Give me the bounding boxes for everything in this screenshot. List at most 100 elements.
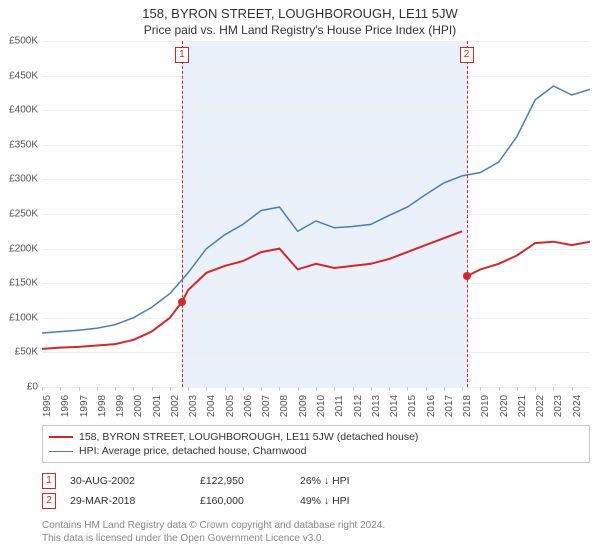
series-lines: [42, 41, 590, 387]
bottom-section: 158, BYRON STREET, LOUGHBOROUGH, LE11 5J…: [42, 425, 590, 545]
y-tick-label: £100K: [0, 312, 38, 323]
legend-item: HPI: Average price, detached house, Char…: [49, 444, 583, 458]
x-tick: [225, 387, 226, 391]
y-tick-label: £150K: [0, 278, 38, 289]
sales-price: £122,950: [200, 475, 300, 487]
y-tick-label: £500K: [0, 36, 38, 47]
x-tick: [133, 387, 134, 391]
marker-point: [463, 272, 471, 280]
y-tick-label: £200K: [0, 243, 38, 254]
x-tick-label: 2003: [188, 395, 199, 417]
sales-marker: 1: [42, 473, 56, 489]
x-tick: [353, 387, 354, 391]
x-tick-label: 2019: [480, 395, 491, 417]
legend-label: HPI: Average price, detached house, Char…: [79, 445, 306, 457]
x-tick-label: 2008: [279, 395, 290, 417]
x-tick: [42, 387, 43, 391]
x-tick: [206, 387, 207, 391]
x-tick-label: 2018: [462, 395, 473, 417]
x-tick-label: 2016: [426, 395, 437, 417]
x-tick-label: 2023: [553, 395, 564, 417]
y-tick-label: £0: [0, 382, 38, 393]
x-tick-label: 2007: [261, 395, 272, 417]
attribution: Contains HM Land Registry data © Crown c…: [42, 519, 590, 545]
legend: 158, BYRON STREET, LOUGHBOROUGH, LE11 5J…: [42, 425, 590, 463]
x-tick-label: 1998: [97, 395, 108, 417]
x-tick: [188, 387, 189, 391]
x-tick: [426, 387, 427, 391]
x-tick: [553, 387, 554, 391]
sales-marker: 2: [42, 493, 56, 509]
attribution-line: Contains HM Land Registry data © Crown c…: [42, 519, 590, 532]
x-tick: [462, 387, 463, 391]
x-tick-label: 2001: [152, 395, 163, 417]
y-tick-label: £450K: [0, 70, 38, 81]
marker-box: 2: [460, 47, 474, 63]
x-tick: [517, 387, 518, 391]
x-tick: [371, 387, 372, 391]
series-line: [42, 86, 590, 333]
x-tick-label: 2020: [499, 395, 510, 417]
x-tick: [170, 387, 171, 391]
sales-row: 1 30-AUG-2002£122,95026% ↓ HPI: [42, 471, 590, 491]
x-tick: [407, 387, 408, 391]
sales-table: 1 30-AUG-2002£122,95026% ↓ HPI 2 29-MAR-201…: [42, 471, 590, 511]
x-tick: [334, 387, 335, 391]
x-tick-label: 2012: [353, 395, 364, 417]
x-tick: [298, 387, 299, 391]
x-tick-label: 2000: [133, 395, 144, 417]
marker-point: [178, 298, 186, 306]
sales-delta: 26% ↓ HPI: [300, 475, 420, 487]
sales-date: 30-AUG-2002: [70, 475, 200, 487]
chart-subtitle: Price paid vs. HM Land Registry's House …: [0, 21, 600, 41]
x-tick: [572, 387, 573, 391]
x-tick-label: 1996: [60, 395, 71, 417]
x-tick: [480, 387, 481, 391]
chart-title: 158, BYRON STREET, LOUGHBOROUGH, LE11 5J…: [0, 0, 600, 21]
chart-area: £0£50K£100K£150K£200K£250K£300K£350K£400…: [42, 41, 590, 387]
sales-date: 29-MAR-2018: [70, 495, 200, 507]
sales-delta: 49% ↓ HPI: [300, 495, 420, 507]
x-tick-label: 2011: [334, 395, 345, 417]
x-tick: [243, 387, 244, 391]
x-tick: [261, 387, 262, 391]
sales-row: 2 29-MAR-2018£160,00049% ↓ HPI: [42, 491, 590, 511]
y-tick-label: £50K: [0, 347, 38, 358]
chart-container: 158, BYRON STREET, LOUGHBOROUGH, LE11 5J…: [0, 0, 600, 560]
x-tick: [97, 387, 98, 391]
y-tick-label: £400K: [0, 105, 38, 116]
legend-label: 158, BYRON STREET, LOUGHBOROUGH, LE11 5J…: [79, 431, 418, 443]
x-tick: [316, 387, 317, 391]
x-tick: [279, 387, 280, 391]
x-tick-label: 2024: [572, 395, 583, 417]
x-tick-label: 2004: [206, 395, 217, 417]
x-tick-label: 1995: [42, 395, 53, 417]
legend-item: 158, BYRON STREET, LOUGHBOROUGH, LE11 5J…: [49, 430, 583, 444]
x-tick-label: 2006: [243, 395, 254, 417]
series-line: [42, 231, 590, 349]
attribution-line: This data is licensed under the Open Gov…: [42, 532, 590, 545]
marker-box: 1: [175, 47, 189, 63]
y-tick-label: £300K: [0, 174, 38, 185]
x-tick-label: 2010: [316, 395, 327, 417]
x-tick-label: 1999: [115, 395, 126, 417]
x-tick-label: 2017: [444, 395, 455, 417]
x-tick-label: 2022: [535, 395, 546, 417]
x-tick-label: 2014: [389, 395, 400, 417]
x-tick-label: 2021: [517, 395, 528, 417]
x-tick: [79, 387, 80, 391]
x-tick-label: 2005: [225, 395, 236, 417]
legend-swatch: [49, 451, 73, 452]
sales-price: £160,000: [200, 495, 300, 507]
plot-region: £0£50K£100K£150K£200K£250K£300K£350K£400…: [42, 41, 590, 388]
x-tick: [389, 387, 390, 391]
x-tick-label: 2015: [407, 395, 418, 417]
x-tick: [152, 387, 153, 391]
x-tick: [499, 387, 500, 391]
x-tick: [535, 387, 536, 391]
legend-swatch: [49, 436, 73, 438]
x-tick: [444, 387, 445, 391]
x-tick-label: 2009: [298, 395, 309, 417]
x-tick: [60, 387, 61, 391]
x-tick-label: 2013: [371, 395, 382, 417]
